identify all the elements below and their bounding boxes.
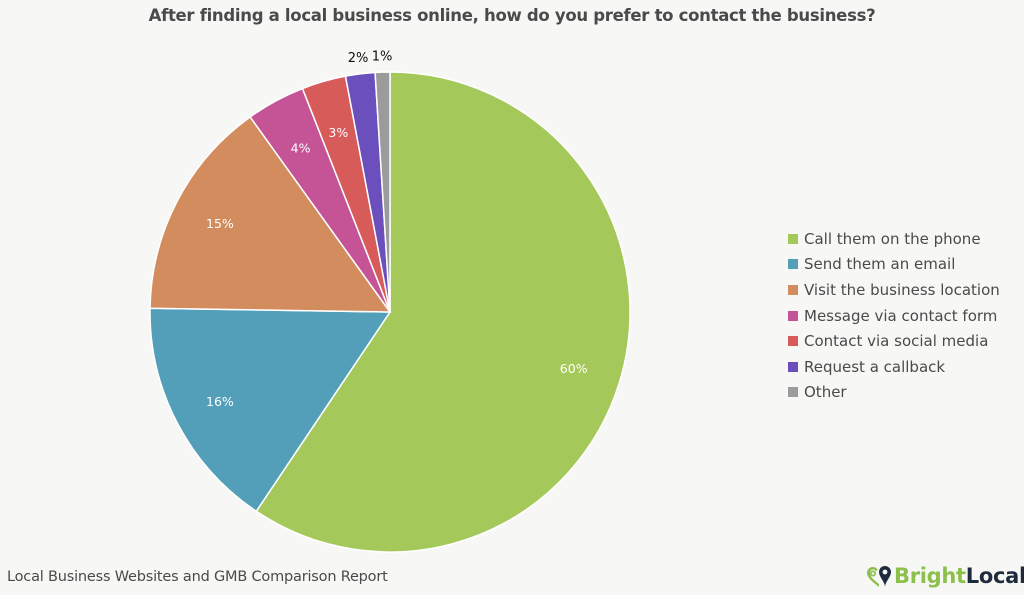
legend-label: Send them an email: [804, 255, 956, 274]
legend-swatch: [788, 336, 798, 347]
legend-item-callback: Request a callback: [788, 354, 1000, 380]
legend-label: Request a callback: [804, 357, 946, 376]
pie-data-label: 16%: [206, 394, 234, 409]
legend-swatch: [788, 259, 798, 270]
legend-label: Call them on the phone: [804, 229, 981, 248]
legend-label: Message via contact form: [804, 306, 998, 325]
legend-label: Contact via social media: [804, 332, 989, 351]
legend-swatch: [788, 361, 798, 372]
brightlocal-logo: BrightLocal: [866, 562, 1024, 590]
logo-text-bright: Bright: [894, 564, 966, 588]
pie-slice: [374, 71, 391, 313]
logo-text-local: Local: [965, 564, 1024, 588]
pie-data-label: 3%: [328, 125, 348, 140]
legend-swatch: [788, 387, 798, 398]
source-caption: Local Business Websites and GMB Comparis…: [7, 569, 388, 585]
legend-swatch: [788, 233, 798, 244]
pie-labels: 60% 16% 15% 4% 3% 2% 1%: [206, 49, 588, 409]
pie-slice: [149, 307, 392, 513]
legend-item-social-media: Contact via social media: [788, 328, 1000, 354]
legend-item-other: Other: [788, 380, 1000, 406]
pie-slices: [149, 71, 631, 553]
chart-legend: Call them on the phone Send them an emai…: [788, 226, 1000, 405]
pie-slice: [255, 71, 631, 553]
pie-data-label: 60%: [560, 361, 588, 376]
pie-data-label: 15%: [206, 216, 234, 231]
chart-title: After finding a local business online, h…: [148, 6, 876, 25]
legend-item-email: Send them an email: [788, 252, 1000, 278]
pie-data-label: 1%: [372, 49, 393, 64]
pie-data-label: 4%: [291, 141, 311, 156]
legend-item-phone: Call them on the phone: [788, 226, 1000, 252]
legend-label: Visit the business location: [804, 280, 1000, 299]
pie-data-label: 2%: [348, 51, 369, 66]
pie-slice: [149, 115, 392, 313]
legend-item-visit: Visit the business location: [788, 277, 1000, 303]
legend-swatch: [788, 310, 798, 321]
legend-swatch: [788, 284, 798, 295]
legend-item-contact-form: Message via contact form: [788, 303, 1000, 329]
legend-label: Other: [804, 383, 847, 402]
map-pin-heart-icon: [867, 566, 891, 587]
